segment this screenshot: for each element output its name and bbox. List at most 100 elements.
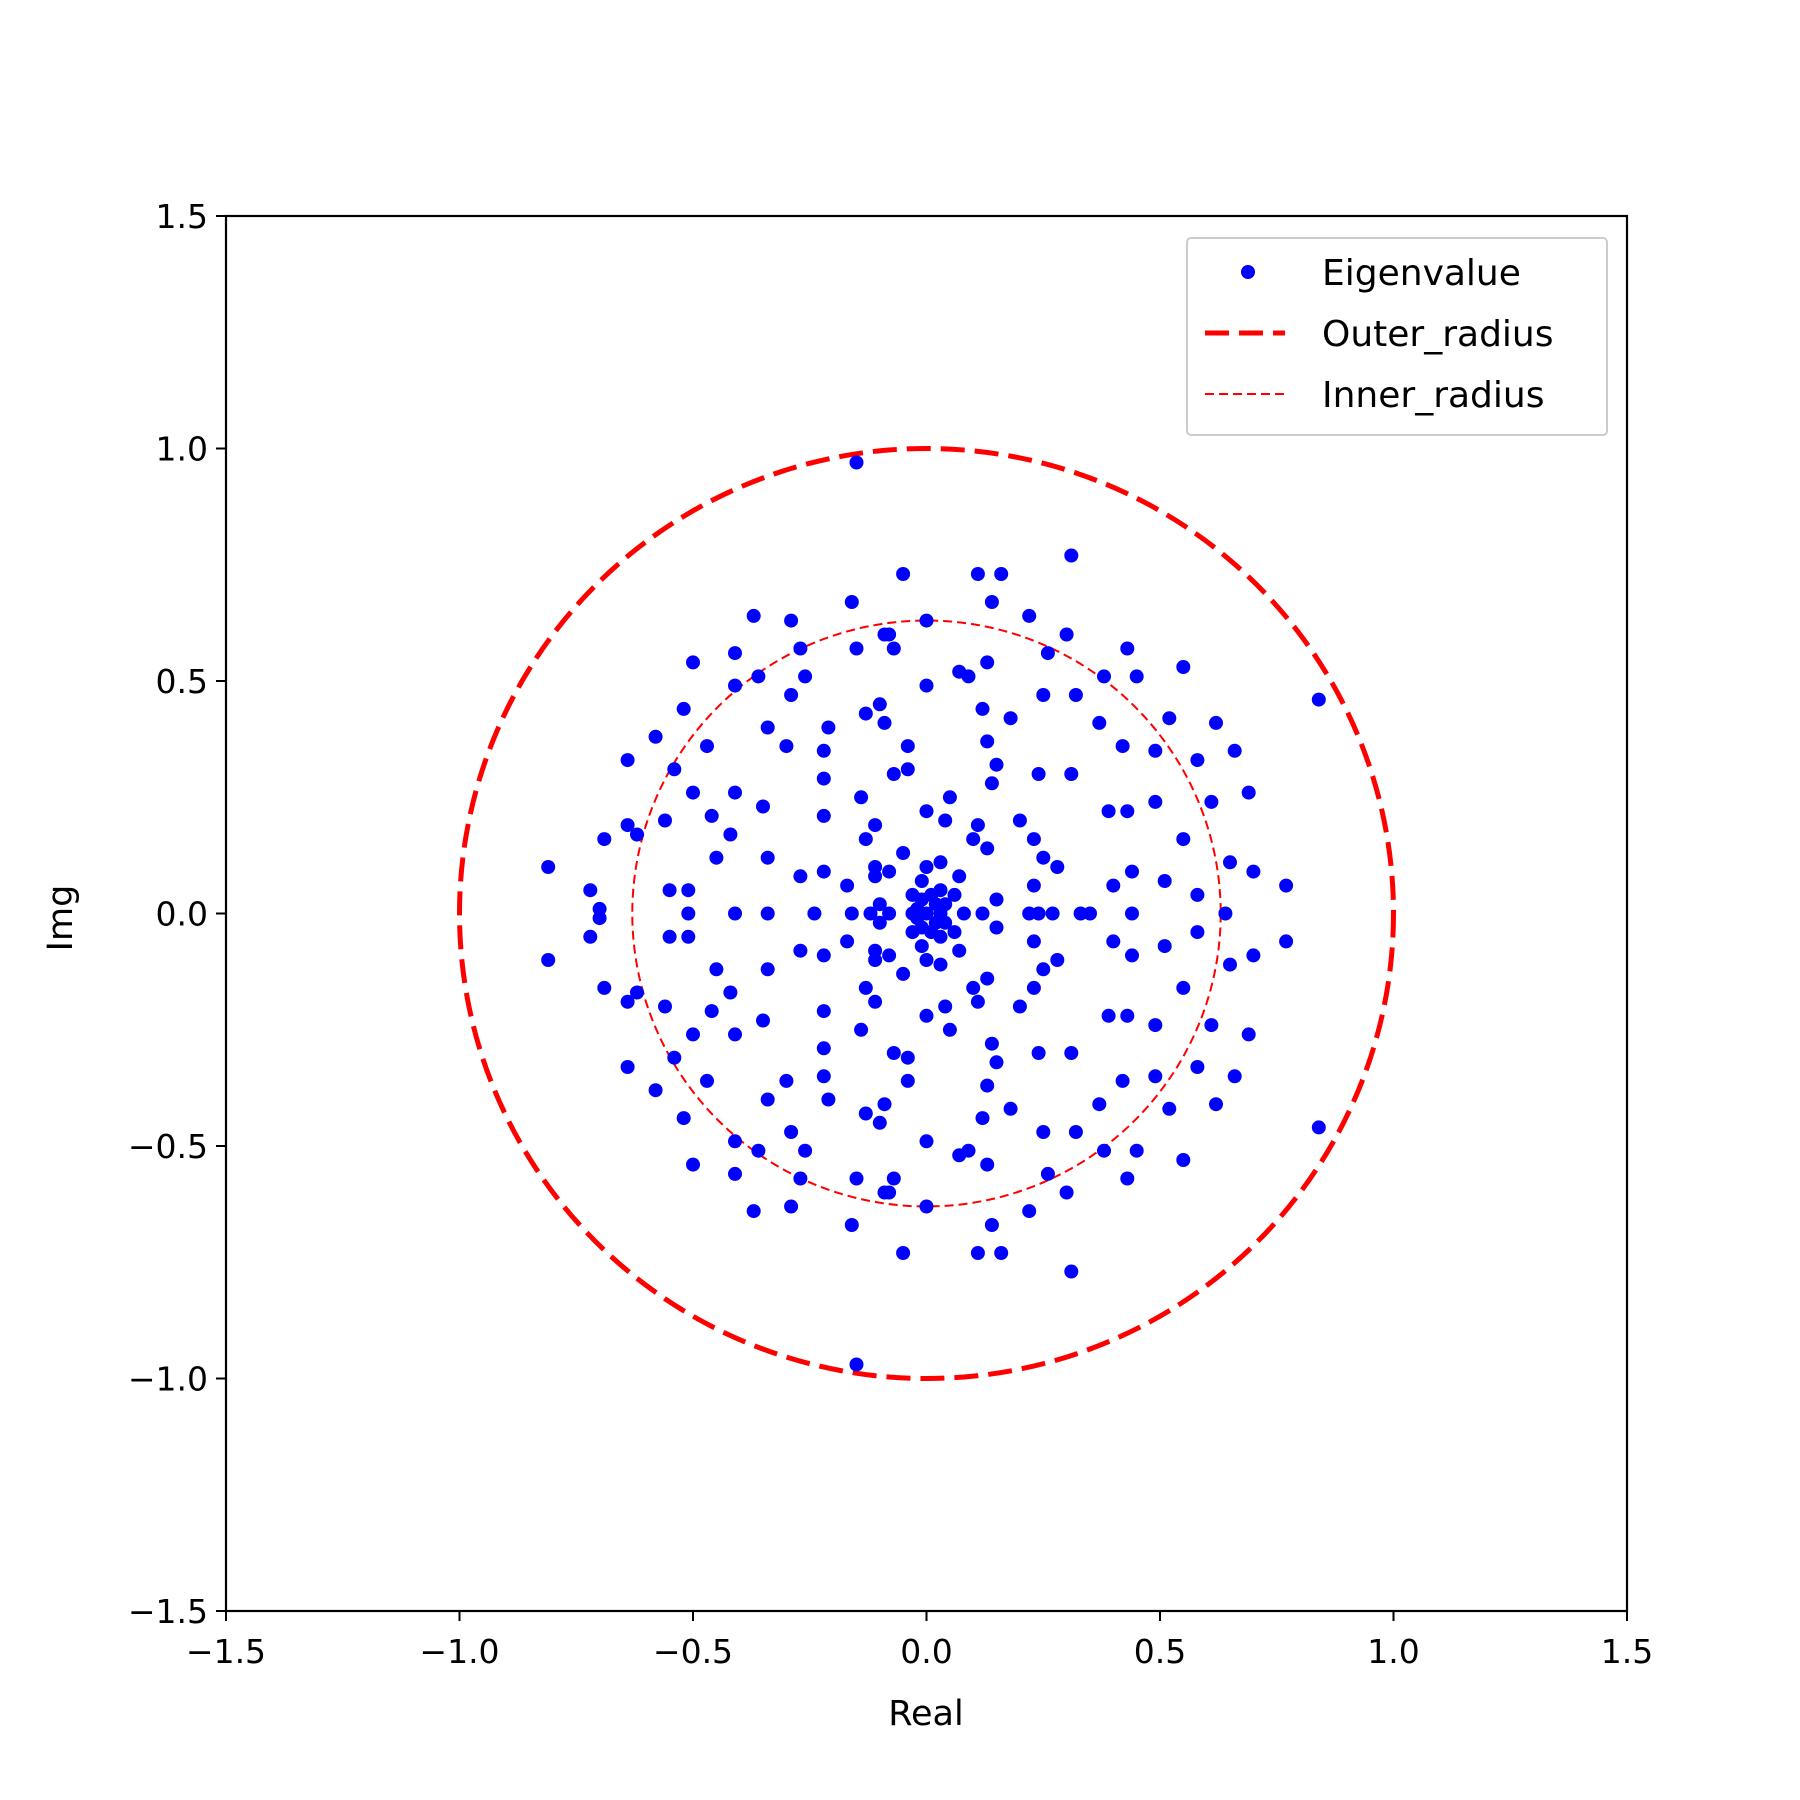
- eigenvalue-point: [630, 827, 644, 842]
- eigenvalue-point: [1120, 641, 1135, 656]
- eigenvalue-point: [947, 925, 962, 940]
- eigenvalue-point: [700, 1073, 714, 1088]
- eigenvalue-point: [1227, 1069, 1242, 1084]
- eigenvalue-point: [1026, 832, 1041, 847]
- eigenvalue-point: [952, 664, 967, 679]
- eigenvalue-point: [1190, 753, 1205, 768]
- x-axis-label: Real: [888, 1694, 963, 1734]
- eigenvalue-point: [751, 1143, 766, 1158]
- eigenvalue-point: [1036, 688, 1051, 702]
- eigenvalue-point: [681, 883, 696, 898]
- eigenvalue-point: [784, 613, 799, 628]
- eigenvalue-point: [1101, 1008, 1116, 1023]
- eigenvalue-point: [1125, 948, 1139, 963]
- eigenvalue-point: [886, 641, 901, 656]
- eigenvalue-point: [980, 841, 995, 856]
- eigenvalue-point: [760, 962, 775, 977]
- eigenvalue-point: [597, 980, 612, 995]
- y-tick-label: −0.5: [128, 1127, 208, 1166]
- eigenvalue-point: [816, 808, 831, 823]
- eigenvalue-point: [989, 1055, 1004, 1070]
- eigenvalue-point: [1026, 934, 1041, 949]
- eigenvalue-point: [1115, 1073, 1130, 1088]
- eigenvalue-point: [709, 850, 724, 865]
- legend-label-inner-radius: Inner_radius: [1322, 375, 1545, 416]
- eigenvalue-point: [872, 915, 887, 930]
- eigenvalue-point: [1176, 1153, 1191, 1167]
- eigenvalue-point: [882, 864, 897, 879]
- eigenvalue-point: [980, 734, 995, 749]
- eigenvalue-point: [1073, 906, 1088, 921]
- outer-radius-circle: [457, 446, 1396, 1381]
- eigenvalue-point: [756, 1013, 770, 1028]
- eigenvalue-point: [994, 1246, 1009, 1260]
- y-tick-label: 0.0: [156, 895, 208, 934]
- eigenvalue-point: [872, 897, 887, 912]
- eigenvalue-point: [919, 953, 934, 967]
- eigenvalue-point: [1311, 1120, 1326, 1135]
- eigenvalue-point: [942, 1022, 957, 1037]
- eigenvalue-point: [919, 1008, 934, 1023]
- eigenvalue-point: [919, 1134, 934, 1149]
- eigenvalue-point: [798, 1143, 813, 1158]
- eigenvalue-point: [877, 627, 892, 642]
- eigenvalue-point: [1092, 715, 1107, 730]
- eigenvalue-point: [896, 846, 911, 860]
- eigenvalue-point: [919, 860, 934, 874]
- eigenvalue-point: [1148, 1069, 1163, 1084]
- eigenvalue-point: [793, 1171, 808, 1186]
- eigenvalue-point: [1026, 878, 1041, 893]
- eigenvalue-point: [1031, 906, 1046, 921]
- eigenvalue-point: [900, 1073, 915, 1088]
- eigenvalue-point: [1031, 1046, 1046, 1060]
- legend-marker-eigenvalue: [1241, 265, 1255, 279]
- eigenvalue-point: [942, 790, 957, 805]
- eigenvalue-point: [989, 892, 1004, 907]
- eigenvalue-point: [816, 743, 831, 758]
- eigenvalue-point: [1279, 934, 1294, 949]
- y-tick-label: −1.0: [128, 1360, 208, 1399]
- eigenvalue-point: [849, 641, 864, 656]
- eigenvalue-point: [667, 762, 682, 777]
- eigenvalue-point: [816, 1069, 831, 1084]
- y-tick-label: 1.5: [156, 197, 208, 236]
- eigenvalue-point: [989, 920, 1004, 935]
- eigenvalue-point: [1050, 953, 1065, 967]
- x-tick-label: 1.0: [1367, 1632, 1419, 1671]
- eigenvalue-point: [1148, 743, 1163, 758]
- eigenvalue-point: [620, 818, 635, 833]
- eigenvalue-point: [933, 929, 948, 944]
- legend-label-eigenvalue: Eigenvalue: [1322, 253, 1521, 294]
- eigenvalue-point: [620, 753, 635, 768]
- eigenvalue-point: [1106, 878, 1121, 893]
- eigenvalue-point: [620, 1060, 635, 1074]
- eigenvalue-point: [728, 1027, 742, 1042]
- eigenvalue-point: [541, 860, 556, 874]
- eigenvalue-point: [919, 906, 934, 921]
- eigenvalue-point: [1040, 1166, 1055, 1181]
- eigenvalue-point: [877, 1097, 892, 1112]
- eigenvalue-point: [1040, 646, 1055, 661]
- eigenvalue-point: [938, 897, 953, 912]
- eigenvalue-point: [779, 739, 794, 754]
- eigenvalue-point: [858, 980, 873, 995]
- eigenvalue-point: [947, 887, 962, 902]
- x-tick-label: 0.0: [900, 1632, 952, 1671]
- eigenvalue-point: [1115, 739, 1130, 754]
- eigenvalue-point: [1068, 688, 1083, 702]
- eigenvalue-point: [686, 655, 700, 670]
- eigenvalue-point: [760, 906, 775, 921]
- eigenvalue-point: [858, 706, 873, 721]
- eigenvalue-point: [938, 999, 953, 1014]
- eigenvalue-point: [676, 701, 691, 716]
- eigenvalue-point: [583, 929, 598, 944]
- eigenvalue-point: [798, 669, 813, 684]
- eigenvalue-point: [760, 1092, 775, 1107]
- eigenvalue-point: [984, 1218, 999, 1232]
- eigenvalue-point: [723, 827, 738, 842]
- eigenvalue-point: [970, 818, 985, 833]
- eigenvalue-point: [844, 906, 859, 921]
- eigenvalue-point: [933, 883, 948, 898]
- eigenvalue-point: [975, 906, 990, 921]
- eigenvalue-point: [816, 771, 831, 786]
